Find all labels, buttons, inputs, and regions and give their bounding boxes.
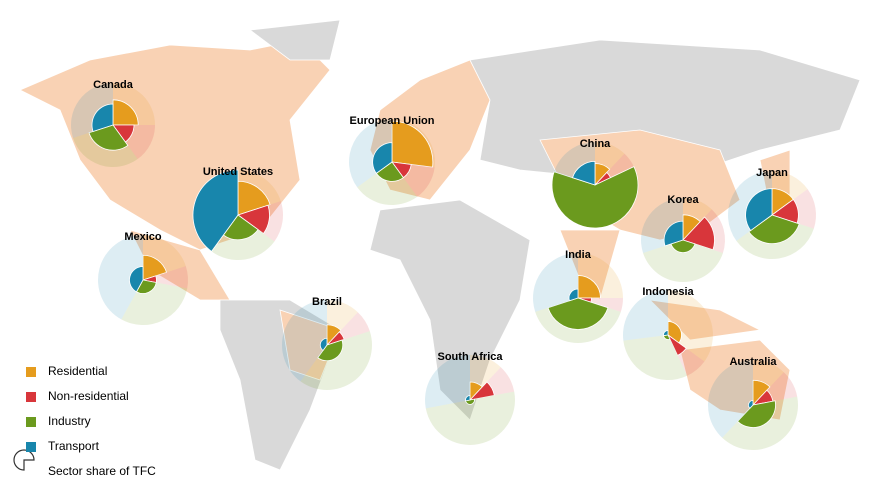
share-wedge xyxy=(668,290,713,362)
legend: Sector share of TFC Residential Non-resid… xyxy=(13,364,156,478)
country-chart: European Union xyxy=(349,115,435,205)
country-chart: Australia xyxy=(708,356,798,451)
country-chart: United States xyxy=(192,166,283,261)
country-label: Brazil xyxy=(312,296,342,308)
value-wedge xyxy=(670,239,696,253)
value-wedge xyxy=(375,161,404,182)
share-legend: Sector share of TFC xyxy=(48,464,156,478)
value-wedge xyxy=(663,220,684,247)
country-chart: Korea xyxy=(640,194,725,283)
value-wedge xyxy=(317,339,344,362)
legend-swatch xyxy=(26,442,36,452)
country-label: Japan xyxy=(756,167,788,179)
value-wedge xyxy=(682,216,715,251)
country-label: Canada xyxy=(93,79,134,91)
legend-label: Non-residential xyxy=(48,389,129,403)
share-wedge xyxy=(143,266,188,289)
country-label: Indonesia xyxy=(642,286,694,298)
value-wedge xyxy=(237,204,270,235)
legend-swatch xyxy=(26,367,36,377)
legend-label: Residential xyxy=(48,364,107,378)
value-wedge xyxy=(326,324,342,347)
value-wedge xyxy=(745,188,773,232)
value-wedge xyxy=(663,330,669,337)
country-label: Australia xyxy=(729,356,777,368)
country-label: China xyxy=(580,138,611,150)
value-wedge xyxy=(142,254,168,281)
value-wedge xyxy=(577,275,601,299)
share-wedge xyxy=(97,235,143,320)
value-wedge xyxy=(465,395,471,402)
share-wedge xyxy=(533,253,578,312)
legend-swatch xyxy=(26,417,36,427)
country-label: European Union xyxy=(350,115,435,127)
value-wedge xyxy=(748,214,800,244)
value-wedge xyxy=(326,331,345,346)
share-wedge xyxy=(357,162,418,205)
share-wedge xyxy=(623,335,688,380)
country-chart: Brazil xyxy=(281,296,373,391)
legend-label: Industry xyxy=(48,414,91,428)
legend-swatch xyxy=(26,392,36,402)
share-wedge xyxy=(425,355,470,409)
value-wedge xyxy=(667,334,687,356)
share-wedge xyxy=(623,290,668,341)
country-label: India xyxy=(565,249,592,261)
value-wedge xyxy=(88,124,129,151)
country-chart: Mexico xyxy=(97,231,188,325)
country-chart: India xyxy=(533,249,623,344)
value-wedge xyxy=(91,103,114,132)
value-wedge xyxy=(547,297,609,330)
value-wedge xyxy=(319,337,328,352)
legend-label: Transport xyxy=(48,439,100,453)
value-wedge xyxy=(112,99,139,126)
country-label: United States xyxy=(203,166,273,178)
value-wedge xyxy=(737,400,776,428)
country-chart: Canada xyxy=(71,79,155,167)
country-label: South Africa xyxy=(438,351,504,363)
value-wedge xyxy=(391,120,434,168)
country-label: Korea xyxy=(667,194,699,206)
value-wedge xyxy=(372,142,393,174)
share-wedge xyxy=(281,300,327,382)
share-wedge xyxy=(300,331,373,391)
value-wedge xyxy=(192,169,239,252)
share-wedge xyxy=(708,360,753,438)
value-wedge xyxy=(752,379,771,407)
share-wedge xyxy=(643,240,723,283)
value-wedge xyxy=(568,288,579,302)
share-wedge xyxy=(349,119,392,188)
share-icon xyxy=(13,449,35,471)
value-wedge xyxy=(551,166,639,229)
country-label: Mexico xyxy=(124,231,162,243)
value-wedge xyxy=(129,266,144,293)
country-chart: South Africa xyxy=(425,351,515,445)
country-chart: Indonesia xyxy=(623,286,713,380)
share-wedge xyxy=(425,391,515,445)
country-chart: Japan xyxy=(728,167,816,259)
value-wedge xyxy=(222,214,259,241)
country-chart: China xyxy=(551,138,639,229)
value-wedge xyxy=(237,180,271,216)
value-wedge xyxy=(468,381,495,401)
value-wedge xyxy=(572,160,596,186)
value-wedge xyxy=(667,321,682,344)
value-wedge xyxy=(748,400,754,409)
